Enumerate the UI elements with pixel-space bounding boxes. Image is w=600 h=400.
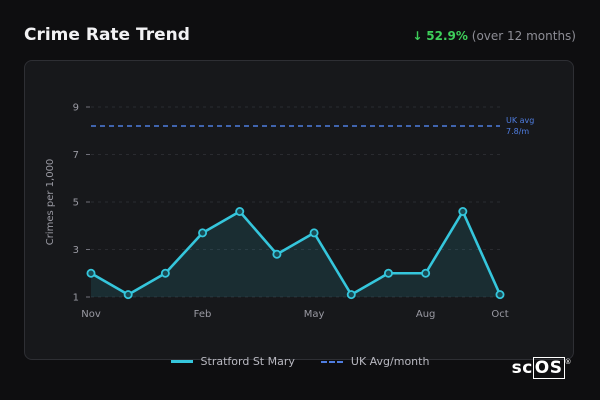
scos-logo: sc OS ®: [511, 357, 572, 379]
down-arrow-icon: ↓: [412, 29, 423, 43]
data-point-7: [346, 290, 356, 300]
legend-label-uk-avg: UK Avg/month: [350, 355, 430, 368]
data-point-3: [198, 228, 208, 238]
data-point-1: [123, 290, 133, 300]
x-tick-label-nov: Nov: [81, 309, 101, 320]
x-tick-label-oct: Oct: [491, 309, 508, 320]
data-point-0: [86, 268, 96, 278]
uk-avg-value-label: 7.8/m: [506, 127, 529, 136]
x-tick-label-may: May: [304, 309, 325, 320]
change-note: (over 12 months): [471, 29, 576, 43]
data-point-11: [495, 290, 505, 300]
data-point-5: [272, 249, 282, 259]
change-indicator: ↓ 52.9% (over 12 months): [412, 29, 576, 43]
page-title: Crime Rate Trend: [24, 25, 190, 45]
data-point-9: [421, 268, 431, 278]
uk-avg-label: UK avg: [506, 116, 534, 125]
data-point-8: [383, 268, 393, 278]
x-tick-label-aug: Aug: [416, 309, 436, 320]
y-tick-label-4: 9: [73, 103, 79, 114]
series-area: [91, 211, 500, 297]
chart-legend: Stratford St Mary UK Avg/month: [0, 355, 600, 368]
series-line: [90, 210, 502, 296]
y-tick-label-2: 5: [73, 198, 79, 209]
data-point-4: [235, 206, 245, 216]
y-tick-label-1: 3: [73, 245, 79, 256]
legend-swatch-series: [170, 360, 193, 363]
legend-item-series[interactable]: Stratford St Mary: [170, 355, 295, 368]
y-tick-label-0: 1: [73, 293, 79, 304]
legend-label-series: Stratford St Mary: [200, 355, 295, 368]
change-percent: 52.9%: [426, 29, 468, 43]
legend-item-uk-avg[interactable]: UK Avg/month: [320, 355, 430, 368]
legend-swatch-uk-avg: [320, 360, 343, 363]
data-point-10: [458, 206, 468, 216]
data-point-6: [309, 228, 319, 238]
data-point-2: [160, 268, 170, 278]
x-tick-label-feb: Feb: [194, 309, 212, 320]
y-tick-label-3: 7: [73, 150, 79, 161]
y-axis-label: Crimes per 1,000: [45, 159, 56, 246]
chart-card: [24, 60, 574, 360]
